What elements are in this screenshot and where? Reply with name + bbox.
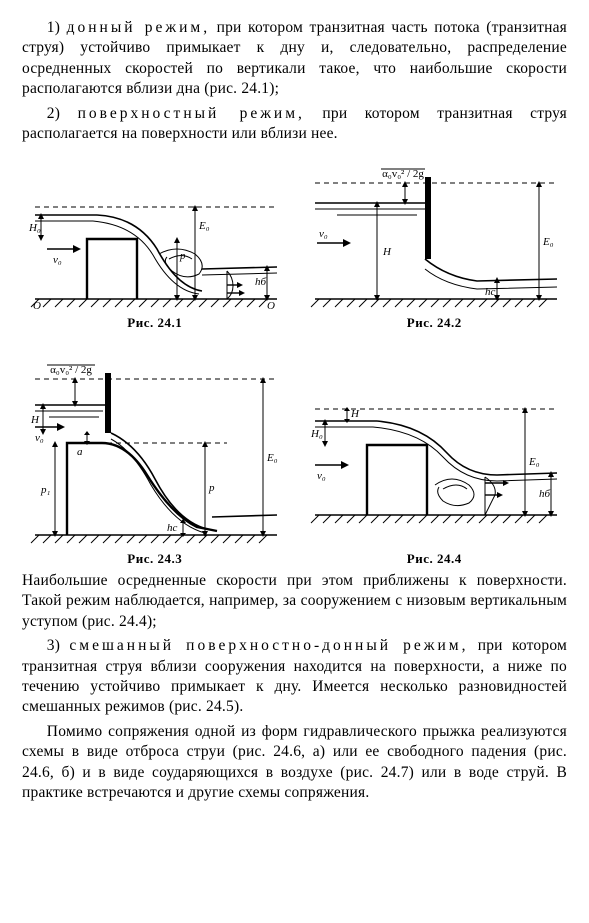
lbl-O2: O (267, 300, 275, 309)
figure-row-1: O O H₀ v₀ E₀ p hб Рис. 24.1 (22, 159, 567, 331)
lbl-hc-2: hс (485, 286, 496, 298)
caption-24-2: Рис. 24.2 (302, 315, 568, 331)
lbl-H-2: H (382, 246, 392, 258)
fig-24-3-svg: α₀v₀² / 2g H v₀ a p₁ p E₀ hс (27, 345, 282, 545)
para-5: Помимо сопряжения одной из форм гидравли… (22, 722, 567, 804)
figure-24-3: α₀v₀² / 2g H v₀ a p₁ p E₀ hс Рис. 24.3 (22, 345, 288, 567)
lbl-p-1: p (179, 250, 186, 262)
lbl-H-3: H (30, 414, 40, 426)
p3-text: Наибольшие осредненные скорости при этом… (22, 572, 567, 630)
p4-term: смешанный поверхностно-донный режим, (69, 637, 468, 654)
lbl-hb-1: hб (255, 276, 267, 288)
lbl-H-4: H (350, 408, 360, 420)
caption-24-1: Рис. 24.1 (22, 315, 288, 331)
lbl-E0-4: E₀ (528, 456, 540, 468)
figure-24-1: O O H₀ v₀ E₀ p hб Рис. 24.1 (22, 159, 288, 331)
lbl-alpha-2: α₀v₀² / 2g (382, 168, 424, 180)
p2-term: поверхностный режим, (78, 105, 305, 122)
caption-24-3: Рис. 24.3 (22, 551, 288, 567)
caption-24-4: Рис. 24.4 (302, 551, 568, 567)
lbl-hc-3: hс (167, 522, 178, 534)
lbl-E0-3: E₀ (266, 452, 278, 464)
figure-row-2: α₀v₀² / 2g H v₀ a p₁ p E₀ hс Рис. 24.3 (22, 345, 567, 567)
p4-num: 3) (47, 637, 70, 654)
para-1: 1) донный режим, при котором транзитная … (22, 18, 567, 100)
fig-24-2-svg: H v₀ E₀ hс α₀v₀² / 2g (307, 159, 562, 309)
para-3: Наибольшие осредненные скорости при этом… (22, 571, 567, 632)
lbl-v0-2: v₀ (319, 228, 328, 240)
figure-24-4: H₀ H v₀ E₀ hб Рис. 24.4 (302, 345, 568, 567)
lbl-a-3: a (77, 446, 83, 458)
p1-num: 1) (47, 19, 67, 36)
lbl-v0-3: v₀ (35, 432, 44, 444)
lbl-E0-2: E₀ (542, 236, 554, 248)
lbl-H0-1: H₀ (28, 222, 41, 234)
lbl-v0-4: v₀ (317, 470, 326, 482)
para-4: 3) смешанный поверхностно-донный режим, … (22, 636, 567, 718)
lbl-hb-4: hб (539, 488, 551, 500)
fig-24-1-svg: O O H₀ v₀ E₀ p hб (27, 159, 282, 309)
lbl-v0-1: v₀ (53, 254, 62, 266)
lbl-p1-3: p₁ (40, 484, 51, 496)
lbl-alpha-3: α₀v₀² / 2g (50, 364, 92, 376)
lbl-p-3: p (208, 482, 215, 494)
lbl-H0-4: H₀ (310, 428, 323, 440)
para-2: 2) поверхностный режим, при котором тран… (22, 104, 567, 145)
lbl-E0-1: E₀ (198, 220, 210, 232)
p1-term: донный режим, (67, 19, 211, 36)
p2-num: 2) (47, 105, 78, 122)
fig-24-4-svg: H₀ H v₀ E₀ hб (307, 345, 562, 545)
p5-text: Помимо сопряжения одной из форм гидравли… (22, 723, 567, 801)
figure-24-2: H v₀ E₀ hс α₀v₀² / 2g Рис. 24.2 (302, 159, 568, 331)
lbl-O1: O (33, 300, 41, 309)
